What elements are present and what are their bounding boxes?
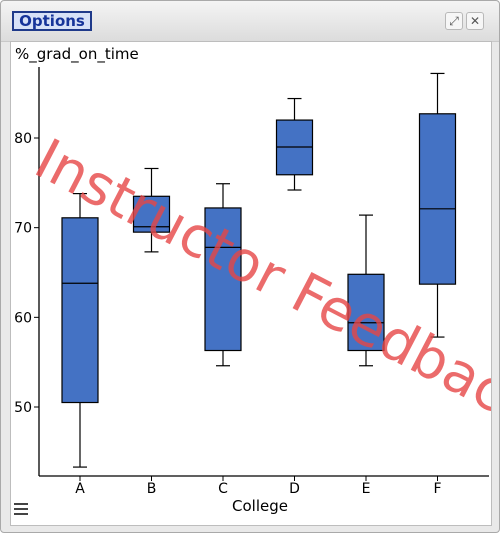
box-iqr bbox=[61, 217, 99, 404]
options-button[interactable]: Options bbox=[12, 11, 92, 31]
y-tick-label: 80 bbox=[14, 131, 32, 147]
y-tick-label: 50 bbox=[14, 400, 32, 416]
box-iqr bbox=[204, 207, 242, 352]
x-tick-label: A bbox=[75, 481, 85, 497]
box-D bbox=[275, 97, 314, 191]
box-A bbox=[61, 192, 99, 468]
y-axis-label: %_grad_on_time bbox=[15, 45, 139, 64]
box-iqr bbox=[347, 273, 385, 352]
close-icon[interactable]: ✕ bbox=[466, 12, 484, 30]
x-tick-label: C bbox=[218, 481, 228, 497]
x-tick-label: D bbox=[289, 481, 300, 497]
y-tick-label: 60 bbox=[14, 310, 32, 326]
box-E bbox=[347, 214, 385, 367]
hamburger-menu-icon[interactable] bbox=[14, 503, 28, 515]
box-iqr bbox=[418, 113, 457, 285]
x-axis-label: College bbox=[232, 497, 288, 515]
x-tick-label: B bbox=[147, 481, 157, 497]
y-tick-label: 70 bbox=[14, 221, 32, 237]
box-F bbox=[418, 72, 457, 338]
title-bar: Options ⤢ ✕ bbox=[1, 1, 499, 42]
x-tick-label: F bbox=[433, 481, 441, 497]
chart-panel: 50 60 70 80 A B C D E F %_grad_on_time College In… bbox=[10, 41, 492, 526]
box-B bbox=[132, 167, 171, 253]
box-C bbox=[204, 183, 242, 367]
expand-icon[interactable]: ⤢ bbox=[445, 12, 463, 30]
x-tick-label: E bbox=[362, 481, 371, 497]
